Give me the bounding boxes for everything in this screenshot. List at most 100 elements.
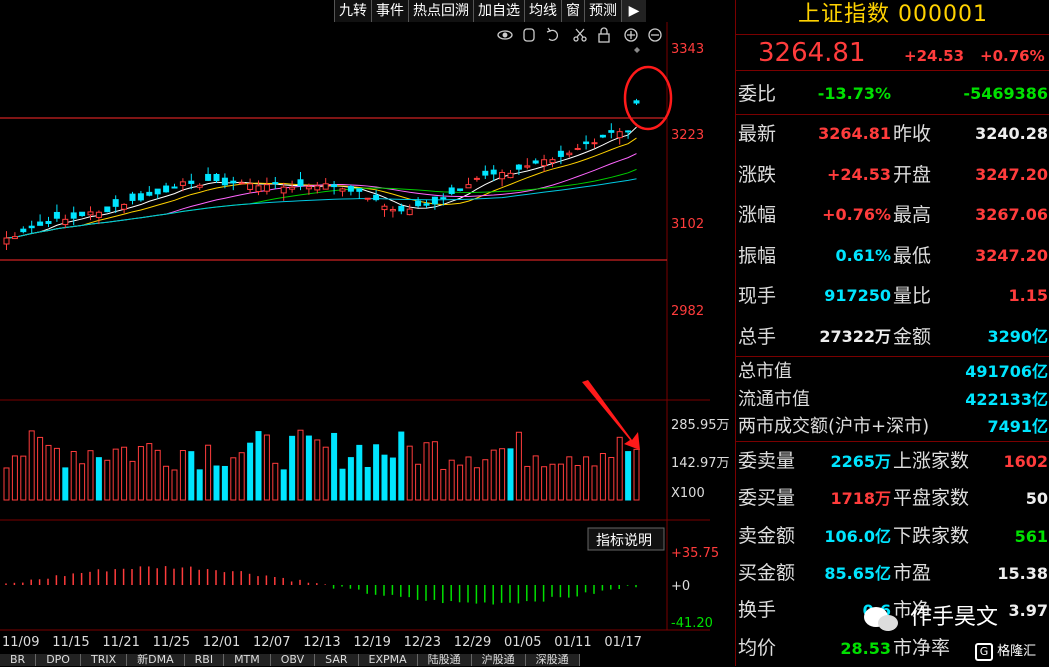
- candle-body: [515, 164, 522, 170]
- cap-label: 两市成交额(沪市+深市): [738, 416, 930, 437]
- volume-bar: [137, 446, 144, 501]
- cap-value: 422133亿: [965, 389, 1048, 409]
- candle-body: [95, 211, 102, 218]
- volume-bar: [112, 448, 119, 501]
- volume-bar: [389, 457, 396, 501]
- candle-body: [557, 150, 564, 157]
- volume-bar: [230, 457, 237, 501]
- quote-value: 3290亿: [987, 326, 1048, 346]
- volume-bar: [146, 443, 153, 501]
- candle-body: [171, 186, 178, 189]
- date-tick: 12/07: [253, 635, 290, 650]
- indicator-tabs: BR DPO TRIX 新DMA RBI MTM OBV SAR EXPMA 陆股通 沪股通 深股通: [0, 654, 580, 666]
- eye-icon[interactable]: [497, 30, 513, 40]
- candle-body: [205, 173, 212, 181]
- toolbar-item-0[interactable]: 九转: [334, 0, 371, 22]
- volume-bar: [28, 430, 35, 501]
- indicator-tab-11[interactable]: 深股通: [525, 654, 580, 666]
- order-label: 下跌家数: [893, 524, 970, 547]
- quote-panel: 上证指数 000001 3264.81 +24.53 +0.76% 委比 -13…: [735, 0, 1049, 666]
- quote-label: 金额: [893, 325, 932, 348]
- zoom-out-icon[interactable]: [648, 28, 662, 42]
- indicator-tab-2[interactable]: TRIX: [80, 654, 128, 666]
- order-value: 1718万: [830, 489, 891, 509]
- quote-row: 总手 27322万 金额 3290亿: [736, 317, 1049, 357]
- indicator-tab-9[interactable]: 陆股通: [417, 654, 472, 666]
- candle-body: [549, 159, 556, 164]
- candle-body: [280, 186, 287, 194]
- hand-icon[interactable]: [523, 28, 535, 42]
- zoom-in-icon[interactable]: [624, 28, 638, 42]
- date-tick: 12/29: [454, 635, 491, 650]
- volume-bar: [591, 465, 598, 501]
- volume-bar: [221, 465, 228, 501]
- undo-icon[interactable]: [546, 27, 559, 42]
- candle-body: [633, 100, 640, 104]
- moving-average-ma20: [6, 153, 637, 239]
- volume-bar: [373, 444, 380, 501]
- indicator-tab-6[interactable]: OBV: [270, 654, 316, 666]
- candle-body: [238, 182, 245, 185]
- order-label: 市盈: [893, 561, 932, 584]
- indicator-help-button[interactable]: [587, 527, 665, 551]
- volume-bar: [45, 444, 52, 501]
- candle-body: [389, 208, 396, 212]
- indicator-tab-7[interactable]: SAR: [315, 654, 359, 666]
- volume-bar: [104, 459, 111, 501]
- volume-bar: [406, 445, 413, 501]
- scissors-icon[interactable]: [573, 28, 587, 42]
- quote-row: 涨幅 +0.76% 最高 3267.06: [736, 195, 1049, 235]
- pin-right-icon[interactable]: ▶: [621, 0, 646, 22]
- toolbar-item-4[interactable]: 均线: [524, 0, 561, 22]
- indicator-tab-5[interactable]: MTM: [224, 654, 271, 666]
- candle-body: [448, 187, 455, 194]
- candle-body: [196, 184, 203, 188]
- kline-chart[interactable]: 11/09 11/15 11/21 11/25 12/01 12/07 12/13 12/19…: [0, 0, 735, 666]
- candle-body: [3, 237, 10, 245]
- quote-label: 涨跌: [738, 163, 777, 186]
- indicator-tab-3[interactable]: 新DMA: [127, 654, 185, 666]
- indicator-tab-8[interactable]: EXPMA: [358, 654, 418, 666]
- candle-body: [213, 173, 220, 182]
- volume-bar: [3, 467, 10, 501]
- weibi-pct: -13.73%: [817, 84, 891, 103]
- quote-label: 涨幅: [738, 204, 777, 226]
- volume-bar: [247, 442, 254, 501]
- toolbar-item-1[interactable]: 事件: [371, 0, 408, 22]
- toolbar-item-2[interactable]: 热点回溯: [408, 0, 473, 22]
- lock-icon[interactable]: [598, 27, 610, 43]
- price-row: 3264.81 +24.53 +0.76%: [736, 36, 1049, 71]
- indicator-tab-10[interactable]: 沪股通: [471, 654, 526, 666]
- candle-body: [381, 205, 388, 211]
- quote-row: 涨跌 +24.53 开盘 3247.20: [736, 155, 1049, 195]
- candle-body: [53, 211, 60, 219]
- volume-axis-mid: 142.97万: [671, 456, 730, 471]
- volume-bar: [20, 455, 27, 501]
- toolbar-item-5[interactable]: 窗: [561, 0, 584, 22]
- volume-bar: [121, 446, 128, 501]
- security-title: 上证指数 000001: [798, 2, 988, 27]
- order-label: 卖金额: [738, 524, 796, 547]
- toolbar-item-6[interactable]: 预测: [584, 0, 621, 22]
- order-label: 委买量: [738, 487, 796, 510]
- indicator-tab-1[interactable]: DPO: [36, 654, 81, 666]
- candle-body: [255, 185, 262, 193]
- weibi-label: 委比: [738, 83, 777, 105]
- order-label: 换手: [738, 599, 777, 622]
- volume-bar: [515, 431, 522, 501]
- quote-label: 振幅: [738, 244, 777, 267]
- candle-body: [364, 197, 371, 200]
- order-label: 买金额: [738, 561, 796, 584]
- toolbar-item-3[interactable]: 加自选: [473, 0, 524, 22]
- quote-value: 3247.20: [975, 164, 1048, 184]
- indicator-tab-4[interactable]: RBI: [184, 654, 225, 666]
- candle-body: [373, 194, 380, 201]
- indicator-tab-0[interactable]: BR: [0, 654, 37, 666]
- weibi-row: 委比 -13.73% -5469386: [736, 74, 1049, 114]
- candle-body: [457, 188, 464, 191]
- cap-value: 7491亿: [987, 417, 1048, 436]
- indicator-help-label[interactable]: 指标说明: [596, 533, 652, 549]
- volume-bar: [473, 467, 480, 501]
- quote-value: 3247.20: [975, 245, 1048, 265]
- date-tick: 12/23: [404, 635, 441, 650]
